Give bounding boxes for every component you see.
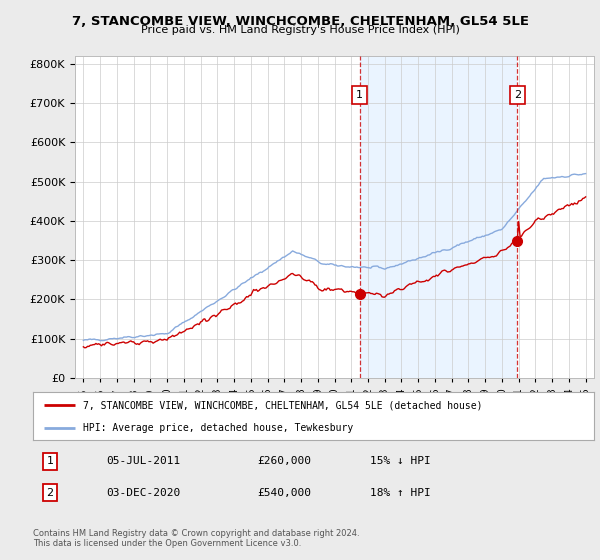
Text: 05-JUL-2011: 05-JUL-2011: [106, 456, 180, 466]
Bar: [359, 56, 517, 378]
Text: 03-DEC-2020: 03-DEC-2020: [106, 488, 180, 498]
Text: 15% ↓ HPI: 15% ↓ HPI: [370, 456, 430, 466]
Text: 2: 2: [514, 90, 521, 100]
Text: 1: 1: [356, 90, 363, 100]
Text: This data is licensed under the Open Government Licence v3.0.: This data is licensed under the Open Gov…: [33, 539, 301, 548]
Text: 2: 2: [46, 488, 53, 498]
Text: Price paid vs. HM Land Registry's House Price Index (HPI): Price paid vs. HM Land Registry's House …: [140, 25, 460, 35]
Text: HPI: Average price, detached house, Tewkesbury: HPI: Average price, detached house, Tewk…: [83, 423, 354, 433]
Text: £260,000: £260,000: [257, 456, 311, 466]
Text: 18% ↑ HPI: 18% ↑ HPI: [370, 488, 430, 498]
Text: Contains HM Land Registry data © Crown copyright and database right 2024.: Contains HM Land Registry data © Crown c…: [33, 529, 359, 538]
Text: 1: 1: [46, 456, 53, 466]
Text: 7, STANCOMBE VIEW, WINCHCOMBE, CHELTENHAM, GL54 5LE (detached house): 7, STANCOMBE VIEW, WINCHCOMBE, CHELTENHA…: [83, 400, 483, 410]
Text: 7, STANCOMBE VIEW, WINCHCOMBE, CHELTENHAM, GL54 5LE: 7, STANCOMBE VIEW, WINCHCOMBE, CHELTENHA…: [71, 15, 529, 28]
Text: £540,000: £540,000: [257, 488, 311, 498]
